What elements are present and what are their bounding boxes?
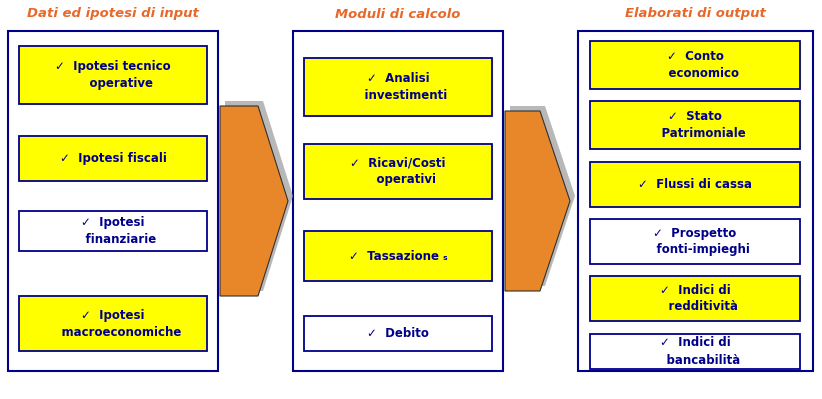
FancyBboxPatch shape — [590, 162, 800, 207]
Text: Elaborati di output: Elaborati di output — [625, 8, 766, 20]
Text: ✓  Indici di
    redditività: ✓ Indici di redditività — [652, 284, 738, 314]
FancyBboxPatch shape — [19, 136, 207, 181]
FancyBboxPatch shape — [590, 276, 800, 321]
FancyBboxPatch shape — [304, 316, 492, 351]
FancyBboxPatch shape — [304, 231, 492, 281]
FancyBboxPatch shape — [590, 219, 800, 264]
FancyBboxPatch shape — [304, 58, 492, 116]
Text: ✓  Flussi di cassa: ✓ Flussi di cassa — [638, 178, 752, 191]
FancyBboxPatch shape — [19, 296, 207, 351]
FancyBboxPatch shape — [293, 31, 503, 371]
FancyBboxPatch shape — [590, 101, 800, 149]
Text: ✓  Tassazione ₛ: ✓ Tassazione ₛ — [349, 249, 447, 263]
Text: ✓  Ipotesi
    macroeconomiche: ✓ Ipotesi macroeconomiche — [45, 308, 181, 338]
Text: ✓  Ipotesi tecnico
    operative: ✓ Ipotesi tecnico operative — [55, 60, 171, 90]
Text: ✓  Ipotesi fiscali: ✓ Ipotesi fiscali — [59, 152, 166, 165]
Text: ✓  Analisi
    investimenti: ✓ Analisi investimenti — [349, 72, 448, 102]
FancyBboxPatch shape — [8, 31, 218, 371]
FancyBboxPatch shape — [590, 41, 800, 89]
Polygon shape — [510, 106, 575, 286]
FancyBboxPatch shape — [19, 46, 207, 104]
Text: ✓  Indici di
    bancabilità: ✓ Indici di bancabilità — [650, 336, 740, 367]
Polygon shape — [225, 101, 293, 291]
Polygon shape — [505, 111, 570, 291]
Text: ✓  Debito: ✓ Debito — [367, 327, 429, 340]
FancyBboxPatch shape — [578, 31, 813, 371]
Polygon shape — [220, 106, 288, 296]
Text: Moduli di calcolo: Moduli di calcolo — [335, 8, 460, 20]
Text: ✓  Conto
    economico: ✓ Conto economico — [652, 50, 738, 80]
FancyBboxPatch shape — [590, 334, 800, 369]
Text: ✓  Ricavi/Costi
    operativi: ✓ Ricavi/Costi operativi — [350, 156, 446, 186]
FancyBboxPatch shape — [304, 144, 492, 199]
Text: ✓  Ipotesi
    finanziarie: ✓ Ipotesi finanziarie — [69, 216, 157, 246]
Text: Dati ed ipotesi di input: Dati ed ipotesi di input — [27, 8, 199, 20]
FancyBboxPatch shape — [19, 211, 207, 251]
Text: ✓  Stato
    Patrimoniale: ✓ Stato Patrimoniale — [644, 110, 746, 140]
Text: ✓  Prospetto
    fonti-impieghi: ✓ Prospetto fonti-impieghi — [640, 227, 750, 257]
